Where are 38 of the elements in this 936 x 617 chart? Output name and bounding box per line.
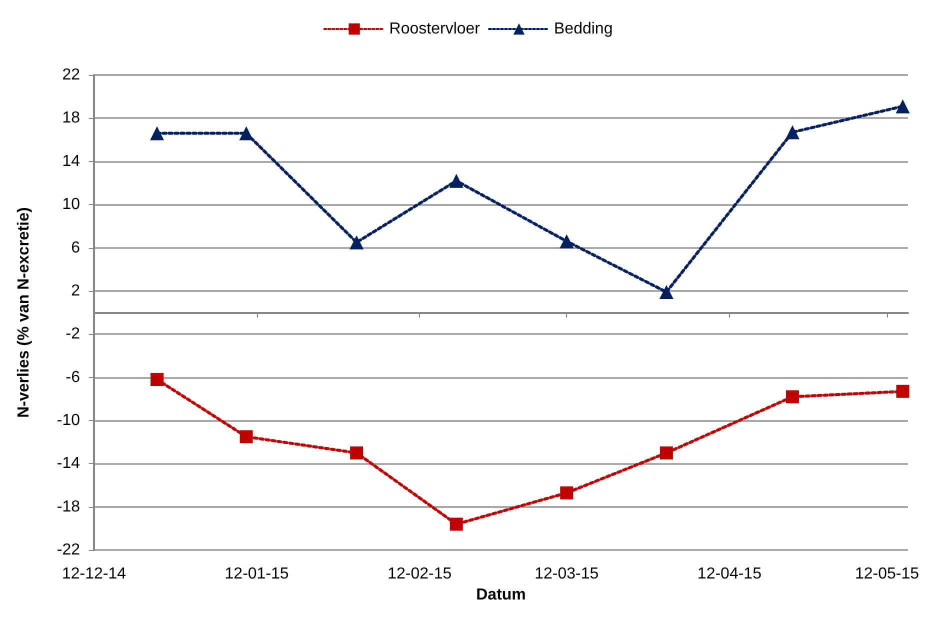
point (240, 430, 253, 444)
y-tick-label: 6 (71, 239, 80, 256)
point (660, 446, 673, 460)
x-tick-label: 12-01-15 (224, 566, 289, 583)
point (560, 486, 574, 500)
x-tick-label: 12-05-15 (854, 566, 920, 583)
point (786, 390, 799, 404)
y-tick-label: 22 (62, 66, 80, 84)
legend-label: Bedding (554, 20, 613, 38)
y-tick-label: -2 (66, 326, 80, 343)
point (150, 126, 164, 140)
y-tick-label: 10 (62, 196, 80, 214)
y-tick-label: 18 (62, 110, 80, 127)
point (350, 235, 364, 250)
x-tick-label: 12-03-15 (534, 566, 599, 583)
point (450, 518, 463, 531)
x-tick-label: 12-12-14 (62, 566, 126, 583)
y-tick-label: -14 (56, 455, 80, 472)
y-tick-label: -22 (56, 542, 80, 559)
point (896, 99, 910, 114)
point (239, 126, 254, 140)
y-tick-label: -18 (56, 498, 80, 516)
point (150, 372, 164, 386)
point (449, 174, 464, 188)
y-tick-label: -10 (56, 412, 80, 430)
point (560, 234, 574, 248)
y-tick-label: 14 (62, 152, 80, 170)
x-axis-title: Datum (476, 586, 526, 604)
point (896, 384, 910, 398)
point (350, 446, 364, 460)
x-tick-label: 12-02-15 (388, 566, 452, 583)
y-tick-label: 2 (71, 282, 80, 300)
point (785, 125, 800, 140)
y-tick-label: -6 (66, 368, 80, 386)
point (659, 285, 674, 300)
x-tick-label: 12-04-15 (697, 566, 762, 583)
y-axis-title: N-verlies (% van N-excretie) (16, 207, 32, 418)
legend-label: Roostervloer (389, 20, 481, 38)
